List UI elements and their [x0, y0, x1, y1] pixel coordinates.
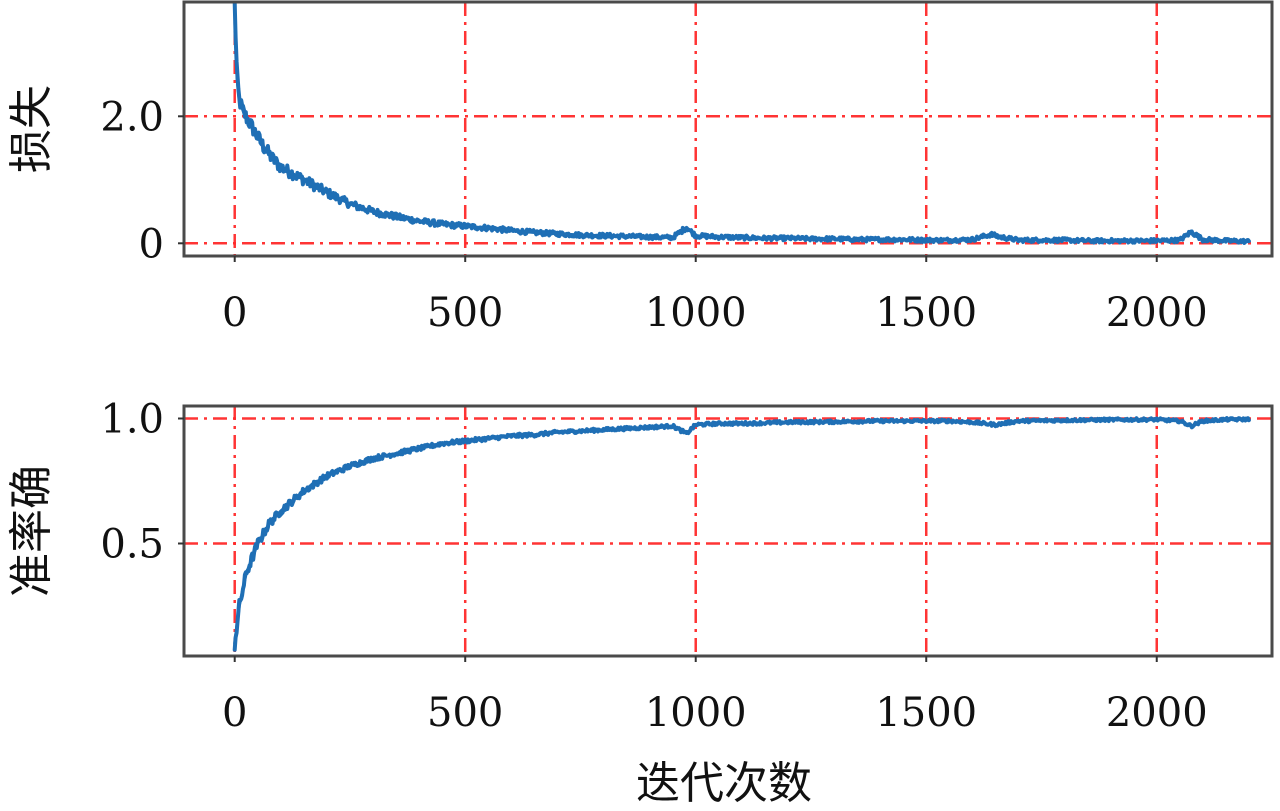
plot-frame	[182, 404, 1274, 658]
series-noise-band-0	[232, 416, 1251, 652]
y-axis-title: 准率确	[6, 465, 57, 597]
y-tick-label: 2.0	[100, 94, 164, 140]
series-line-0	[233, 417, 1251, 645]
series-noise-band-0	[232, 1, 1251, 245]
x-tick-label: 0	[222, 290, 247, 336]
x-tick-label: 500	[427, 290, 503, 336]
x-tick-label: 2000	[1106, 690, 1208, 736]
y-tick-label: 1.0	[100, 397, 164, 443]
y-axis-title: 损失	[6, 85, 57, 173]
x-tick-label: 500	[427, 690, 503, 736]
series-line-0	[233, 3, 1251, 243]
y-tick-label: 0.5	[100, 522, 164, 568]
x-tick-label: 1000	[645, 290, 747, 336]
x-axis-title: 迭代次数	[636, 758, 812, 809]
chart-panel-0: 0 500 1000 1500 2000 0 2.0 损失	[6, 0, 1274, 336]
x-tick-label: 0	[222, 690, 247, 736]
y-tick-label: 0	[139, 221, 164, 267]
plot-frame	[182, 0, 1274, 258]
x-tick-label: 2000	[1106, 290, 1208, 336]
x-tick-label: 1500	[875, 690, 977, 736]
x-tick-label: 1000	[645, 690, 747, 736]
x-tick-label: 1500	[875, 290, 977, 336]
